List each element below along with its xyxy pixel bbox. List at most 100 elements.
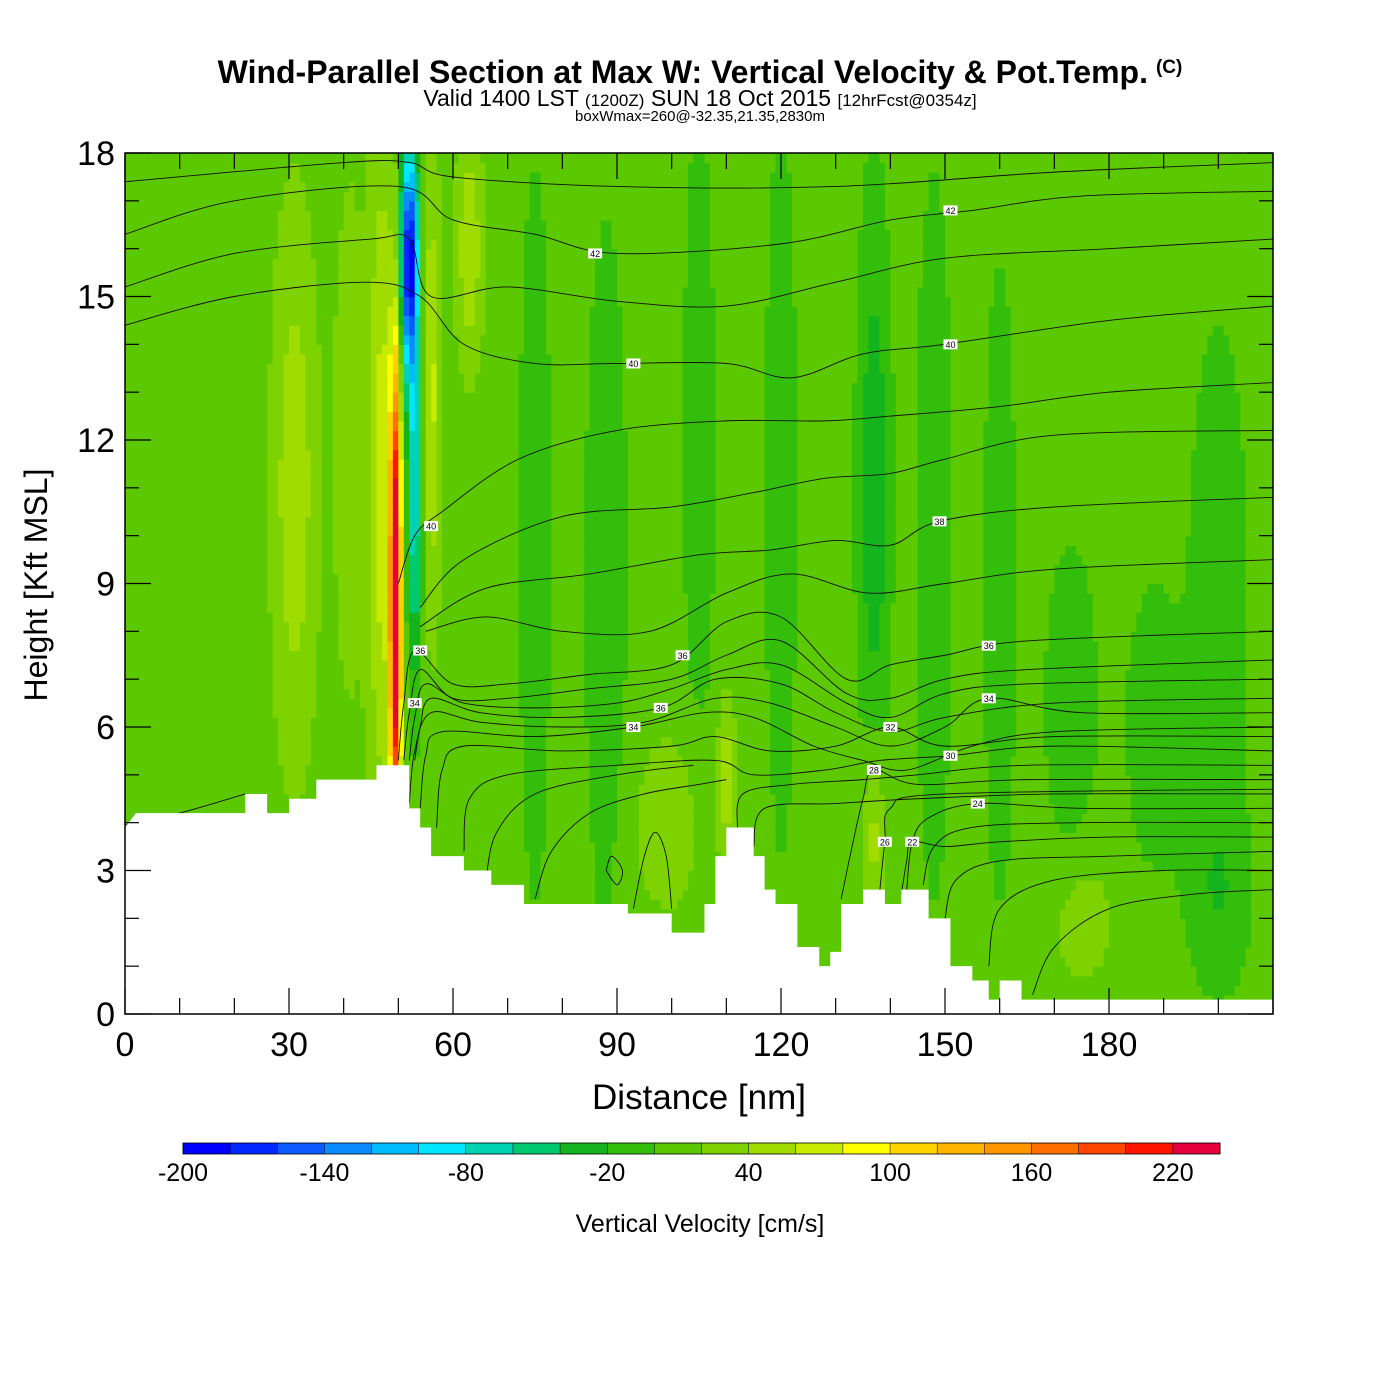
velocity-cell (1087, 985, 1093, 995)
velocity-cell (1087, 871, 1093, 881)
velocity-cell (136, 794, 142, 804)
velocity-cell (524, 842, 530, 852)
velocity-cell (1011, 813, 1017, 823)
velocity-cell (808, 861, 814, 871)
velocity-cell (956, 918, 962, 928)
velocity-cell (278, 804, 284, 814)
velocity-cell (1076, 842, 1082, 852)
velocity-cell (1054, 861, 1060, 871)
velocity-cell (1191, 966, 1197, 976)
velocity-cell (896, 851, 902, 861)
velocity-cell (1169, 794, 1175, 804)
velocity-cell (781, 890, 787, 900)
velocity-cell (1158, 928, 1164, 938)
velocity-cell (885, 890, 891, 900)
velocity-cell (1131, 918, 1137, 928)
velocity-cell (1186, 909, 1192, 919)
velocity-cell (1131, 794, 1137, 804)
velocity-cell (628, 832, 634, 842)
velocity-cell (994, 890, 1000, 900)
velocity-cell (639, 813, 645, 823)
velocity-cell (1229, 813, 1235, 823)
velocity-cell (863, 842, 869, 852)
velocity-cell (830, 832, 836, 842)
velocity-cell (524, 794, 530, 804)
velocity-cell (1065, 832, 1071, 842)
velocity-cell (1169, 861, 1175, 871)
velocity-cell (453, 842, 459, 852)
velocity-cell (770, 861, 776, 871)
velocity-cell (1186, 947, 1192, 957)
velocity-cell (1043, 909, 1049, 919)
velocity-cell (699, 804, 705, 814)
velocity-cell (1005, 880, 1011, 890)
velocity-cell (710, 813, 716, 823)
velocity-cell (672, 832, 678, 842)
velocity-cell (721, 813, 727, 823)
velocity-cell (1246, 880, 1252, 890)
velocity-cell (814, 928, 820, 938)
velocity-cell (912, 880, 918, 890)
velocity-cell (1158, 899, 1164, 909)
velocity-cell (978, 851, 984, 861)
velocity-cell (950, 890, 956, 900)
velocity-cell (1153, 918, 1159, 928)
velocity-cell (852, 871, 858, 881)
velocity-cell (890, 813, 896, 823)
velocity-cell (519, 794, 525, 804)
velocity-cell (579, 851, 585, 861)
velocity-cell (1246, 928, 1252, 938)
velocity-cell (940, 851, 946, 861)
velocity-cell (1065, 947, 1071, 957)
velocity-cell (612, 861, 618, 871)
velocity-cell (486, 823, 492, 833)
velocity-cell (677, 813, 683, 823)
velocity-cell (1257, 985, 1263, 995)
velocity-cell (1065, 794, 1071, 804)
velocity-cell (770, 813, 776, 823)
velocity-cell (1109, 985, 1115, 995)
velocity-cell (776, 813, 782, 823)
velocity-cell (808, 871, 814, 881)
velocity-cell (1251, 899, 1257, 909)
velocity-cell (1218, 966, 1224, 976)
velocity-cell (1049, 966, 1055, 976)
velocity-cell (497, 804, 503, 814)
velocity-cell (1114, 899, 1120, 909)
velocity-cell (1202, 937, 1208, 947)
velocity-cell (1257, 794, 1263, 804)
velocity-cell (1093, 794, 1099, 804)
velocity-cell (1071, 880, 1077, 890)
velocity-cell (1005, 928, 1011, 938)
velocity-cell (808, 823, 814, 833)
velocity-cell (612, 890, 618, 900)
velocity-cell (1060, 832, 1066, 842)
velocity-cell (1087, 928, 1093, 938)
velocity-cell (1164, 832, 1170, 842)
velocity-cell (1060, 937, 1066, 947)
velocity-cell (825, 880, 831, 890)
velocity-cell (759, 823, 765, 833)
velocity-cell (896, 890, 902, 900)
velocity-cell (1022, 794, 1028, 804)
velocity-cell (1125, 880, 1131, 890)
velocity-cell (639, 842, 645, 852)
velocity-cell (847, 871, 853, 881)
velocity-cell (901, 804, 907, 814)
velocity-cell (830, 861, 836, 871)
velocity-cell (1098, 928, 1104, 938)
velocity-cell (1213, 813, 1219, 823)
velocity-cell (1109, 957, 1115, 967)
velocity-cell (868, 832, 874, 842)
velocity-cell (1224, 957, 1230, 967)
velocity-cell (1224, 832, 1230, 842)
velocity-cell (1257, 890, 1263, 900)
velocity-cell (677, 918, 683, 928)
velocity-cell (1224, 985, 1230, 995)
velocity-cell (956, 947, 962, 957)
velocity-cell (912, 784, 918, 794)
velocity-cell (1038, 947, 1044, 957)
velocity-cell (907, 784, 913, 794)
velocity-cell (601, 861, 607, 871)
velocity-cell (633, 861, 639, 871)
